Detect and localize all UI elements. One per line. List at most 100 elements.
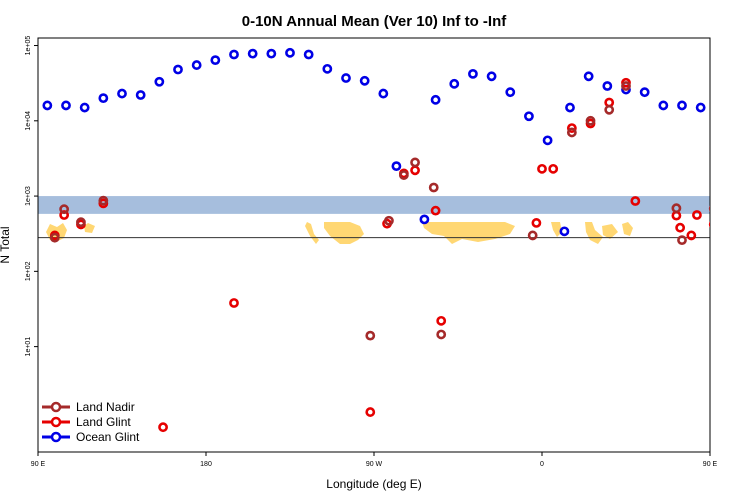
data-point-ocean-glint <box>285 47 295 58</box>
legend: Land Nadir Land Glint Ocean Glint <box>42 400 140 444</box>
data-point-ocean-glint <box>266 48 277 59</box>
data-point-land-glint <box>436 315 447 326</box>
map-land-africa <box>422 222 515 244</box>
map-land-new-guinea <box>84 223 95 233</box>
legend-item-ocean-glint: Ocean Glint <box>42 430 140 444</box>
data-point-ocean-glint <box>42 100 53 111</box>
data-point-land-glint <box>430 205 441 216</box>
data-point-land-nadir <box>527 230 538 241</box>
map-land-central-america <box>305 222 319 244</box>
map-strip <box>38 196 710 244</box>
data-point-land-nadir <box>365 330 376 341</box>
data-point-land-nadir <box>76 217 86 228</box>
data-point-ocean-glint <box>559 226 570 237</box>
x-tick-label: 90 E <box>31 461 46 468</box>
data-point-land-nadir <box>566 127 577 138</box>
chart-title: 0-10N Annual Mean (Ver 10) Inf to -Inf <box>242 13 507 30</box>
data-point-ocean-glint <box>341 73 351 83</box>
data-point-land-nadir <box>384 215 394 226</box>
data-point-ocean-glint <box>391 161 402 172</box>
legend-marker-land-glint <box>50 416 62 428</box>
data-point-ocean-glint <box>322 63 333 74</box>
data-point-land-glint <box>365 407 376 417</box>
y-tick-label: 1e+04 <box>25 111 32 131</box>
legend-marker-ocean-glint <box>50 431 62 443</box>
data-point-land-glint <box>537 163 547 174</box>
data-point-ocean-glint <box>210 55 221 66</box>
y-tick-label: 1e+01 <box>25 337 32 357</box>
data-point-land-glint <box>630 196 641 206</box>
data-point-land-glint <box>229 298 239 308</box>
map-land-borneo <box>602 224 618 239</box>
data-point-land-glint <box>566 123 577 133</box>
data-point-land-nadir <box>436 329 447 340</box>
data-point-land-nadir <box>585 115 596 126</box>
map-land-malay <box>585 222 603 244</box>
y-tick-label: 1e+05 <box>25 36 32 56</box>
y-axis-label: N Total <box>0 226 12 263</box>
data-point-land-nadir <box>708 205 710 212</box>
data-point-ocean-glint <box>734 90 741 97</box>
data-point-ocean-glint <box>117 88 127 99</box>
data-point-ocean-glint <box>154 76 165 87</box>
x-tick-label: 90 E <box>703 461 718 468</box>
map-land-india <box>551 222 562 237</box>
data-point-land-glint <box>692 210 702 220</box>
data-point-land-glint <box>59 210 70 220</box>
data-point-ocean-glint <box>61 100 71 111</box>
data-point-ocean-glint <box>430 94 441 105</box>
data-point-land-glint <box>410 165 420 176</box>
data-point-land-nadir <box>428 182 439 193</box>
data-point-land-nadir <box>98 195 109 206</box>
data-point-ocean-glint <box>565 102 575 113</box>
data-point-land-glint <box>675 222 686 233</box>
data-point-ocean-glint <box>486 71 497 82</box>
data-point-land-nadir <box>671 203 682 214</box>
data-point-ocean-glint <box>716 95 723 102</box>
data-point-land-glint <box>548 163 559 174</box>
data-point-land-nadir <box>621 81 631 91</box>
data-point-ocean-glint <box>524 111 534 122</box>
data-point-land-nadir <box>729 218 736 225</box>
data-point-ocean-glint <box>247 48 258 59</box>
data-point-land-glint <box>708 221 710 228</box>
data-point-land-nadir <box>398 170 409 180</box>
data-point-ocean-glint <box>639 87 650 98</box>
map-land-philippines <box>622 222 633 236</box>
legend-label-land-glint: Land Glint <box>76 415 131 429</box>
data-point-land-nadir <box>677 235 687 246</box>
x-tick-label: 180 <box>200 461 212 468</box>
data-point-ocean-glint <box>695 102 706 113</box>
data-point-land-glint <box>731 201 738 208</box>
data-point-ocean-glint <box>229 49 239 60</box>
data-point-ocean-glint <box>449 78 460 89</box>
data-point-ocean-glint <box>542 135 553 146</box>
y-axis: 1e+01 1e+02 1e+03 1e+04 1e+05 <box>25 36 38 357</box>
data-point-ocean-glint <box>98 93 109 104</box>
x-axis-label: Longitude (deg E) <box>326 477 421 491</box>
legend-marker-land-nadir <box>50 401 62 413</box>
data-point-land-glint <box>686 230 697 241</box>
x-axis: 90 E 180 90 W 0 90 E <box>31 452 718 468</box>
x-tick-label: 0 <box>540 461 544 468</box>
legend-label-ocean-glint: Ocean Glint <box>76 430 140 444</box>
data-point-ocean-glint <box>658 100 669 111</box>
data-point-ocean-glint <box>173 64 183 75</box>
data-point-ocean-glint <box>468 68 478 79</box>
data-point-land-nadir <box>59 204 70 215</box>
data-point-ocean-glint <box>303 49 314 60</box>
data-point-ocean-glint <box>677 100 687 111</box>
legend-item-land-glint: Land Glint <box>42 415 131 429</box>
data-point-land-glint <box>158 422 168 433</box>
data-point-ocean-glint <box>602 81 613 91</box>
data-point-ocean-glint <box>419 214 430 225</box>
data-point-land-glint <box>531 218 542 228</box>
data-point-ocean-glint <box>191 60 202 70</box>
legend-item-land-nadir: Land Nadir <box>42 400 135 414</box>
y-tick-label: 1e+02 <box>25 261 32 281</box>
data-point-ocean-glint <box>135 90 146 100</box>
map-ocean <box>38 196 710 214</box>
map-land-south-america <box>324 222 364 244</box>
y-tick-label: 1e+03 <box>25 186 32 206</box>
